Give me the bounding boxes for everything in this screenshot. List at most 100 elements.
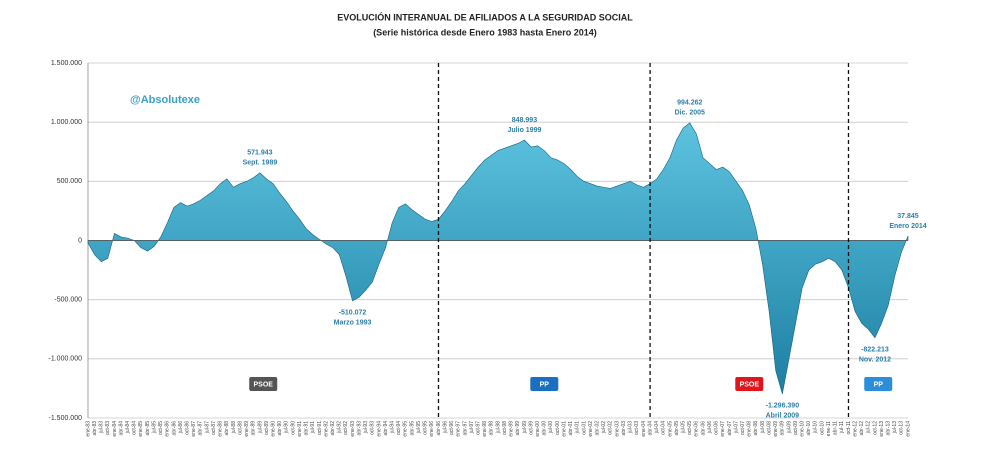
- x-tick-label: oct-94: [396, 421, 402, 435]
- x-tick-label: ene-06: [694, 421, 700, 437]
- x-tick-label: jul-03: [628, 421, 634, 434]
- x-tick-label: ene-12: [852, 421, 858, 437]
- annotation-label: Sept. 1989: [243, 160, 278, 167]
- x-tick-label: jul-08: [760, 421, 766, 434]
- x-tick-label: ene-11: [826, 421, 832, 436]
- x-tick-label: oct-04: [661, 421, 667, 435]
- x-tick-label: jul-96: [442, 421, 448, 434]
- x-tick-label: abr-91: [304, 421, 310, 436]
- x-tick-label: ene-86: [165, 421, 171, 437]
- x-tick-label: oct-09: [793, 421, 799, 435]
- x-tick-label: oct-13: [899, 421, 905, 435]
- annotation-value: 571.943: [247, 150, 272, 157]
- x-tick-label: oct-00: [555, 421, 561, 435]
- x-tick-label: jul-05: [680, 421, 686, 434]
- party-logo-label: PSOE: [740, 381, 760, 388]
- chart-title: EVOLUCIÓN INTERANUAL DE AFILIADOS A LA S…: [337, 11, 633, 22]
- brand: @Absolutexe: [130, 94, 200, 106]
- annotation-value: -1.296.390: [766, 403, 800, 410]
- x-tick-label: jul-86: [178, 421, 184, 434]
- x-tick-label: abr-02: [595, 421, 601, 436]
- x-tick-label: abr-83: [92, 421, 98, 436]
- x-tick-label: ene-96: [429, 421, 435, 437]
- x-tick-label: abr-10: [806, 421, 812, 436]
- x-tick-label: ene-83: [85, 421, 91, 437]
- x-tick-label: jul-93: [363, 421, 369, 434]
- x-tick-label: oct-05: [687, 421, 693, 435]
- x-tick-label: ene-95: [403, 421, 409, 437]
- chart-subtitle: (Serie histórica desde Enero 1983 hasta …: [373, 27, 597, 37]
- x-tick-label: jul-06: [707, 421, 713, 434]
- x-tick-label: abr-11: [833, 421, 839, 435]
- x-tick-label: jul-13: [892, 421, 898, 434]
- x-tick-label: abr-90: [277, 421, 283, 436]
- x-tick-label: jul-01: [575, 421, 581, 434]
- x-tick-label: jul-00: [548, 421, 554, 434]
- x-tick-label: ene-02: [588, 421, 594, 437]
- x-tick-label: jul-91: [310, 421, 316, 434]
- x-tick-label: oct-92: [343, 421, 349, 435]
- x-tick-label: jul-85: [151, 421, 157, 434]
- x-tick-label: oct-96: [449, 421, 455, 435]
- x-tick-label: jul-99: [522, 421, 528, 434]
- party-logo-label: PP: [540, 381, 550, 388]
- x-tick-label: ene-09: [773, 421, 779, 437]
- x-tick-label: ene-87: [191, 421, 197, 437]
- x-tick-label: ene-85: [138, 421, 144, 437]
- x-tick-label: abr-97: [462, 421, 468, 436]
- x-tick-label: abr-00: [542, 421, 548, 436]
- x-tick-label: oct-87: [211, 421, 217, 435]
- x-tick-label: abr-94: [383, 421, 389, 436]
- x-tick-label: ene-91: [297, 421, 303, 437]
- x-tick-label: oct-91: [317, 421, 323, 435]
- x-tick-label: ene-08: [747, 421, 753, 437]
- x-tick-label: oct-93: [370, 421, 376, 435]
- x-tick-label: jul-10: [813, 421, 819, 434]
- x-tick-label: oct-89: [264, 421, 270, 435]
- x-tick-label: ene-03: [614, 421, 620, 437]
- y-tick-label: -1.000.000: [49, 356, 83, 363]
- annotation-label: Abril 2009: [766, 413, 800, 420]
- x-tick-label: oct-97: [475, 421, 481, 435]
- x-tick-label: ene-92: [323, 421, 329, 437]
- party-logo: [864, 377, 893, 391]
- x-tick-label: jul-98: [495, 421, 501, 434]
- x-tick-label: jul-11: [839, 421, 845, 434]
- x-tick-label: abr-07: [727, 421, 733, 436]
- x-tick-label: oct-12: [872, 421, 878, 435]
- x-tick-label: ene-07: [720, 421, 726, 437]
- x-tick-label: jul-84: [125, 421, 131, 434]
- x-tick-label: oct-06: [714, 421, 720, 435]
- annotation-label: Nov. 2012: [859, 357, 891, 364]
- x-tick-label: abr-87: [198, 421, 204, 436]
- x-tick-label: ene-88: [218, 421, 224, 437]
- y-tick-label: 500.000: [57, 178, 82, 185]
- x-tick-label: oct-85: [158, 421, 164, 435]
- x-tick-label: abr-96: [436, 421, 442, 436]
- y-tick-label: 0: [78, 237, 82, 244]
- x-tick-label: ene-99: [509, 421, 515, 437]
- x-tick-label: ene-13: [879, 421, 885, 437]
- x-tick-label: abr-03: [621, 421, 627, 436]
- x-tick-label: jul-09: [786, 421, 792, 434]
- x-tick-label: oct-95: [423, 421, 429, 435]
- party-logo: [249, 377, 278, 391]
- x-tick-label: abr-88: [224, 421, 230, 436]
- x-tick-label: jul-90: [284, 421, 290, 434]
- x-tick-label: oct-07: [740, 421, 746, 435]
- x-tick-label: jul-97: [469, 421, 475, 434]
- x-tick-label: abr-08: [753, 421, 759, 436]
- x-tick-label: abr-93: [356, 421, 362, 436]
- x-tick-label: ene-97: [456, 421, 462, 437]
- x-tick-label: abr-86: [171, 421, 177, 436]
- x-tick-label: abr-95: [409, 421, 415, 436]
- x-tick-label: abr-92: [330, 421, 336, 436]
- x-tick-label: ene-00: [535, 421, 541, 437]
- annotation-label: Marzo 1993: [334, 320, 372, 327]
- x-tick-label: oct-11: [846, 421, 852, 435]
- annotation-value: -510.072: [339, 310, 367, 317]
- x-tick-label: ene-01: [561, 421, 567, 437]
- y-tick-label: 1.000.000: [51, 119, 82, 126]
- x-tick-label: abr-09: [780, 421, 786, 436]
